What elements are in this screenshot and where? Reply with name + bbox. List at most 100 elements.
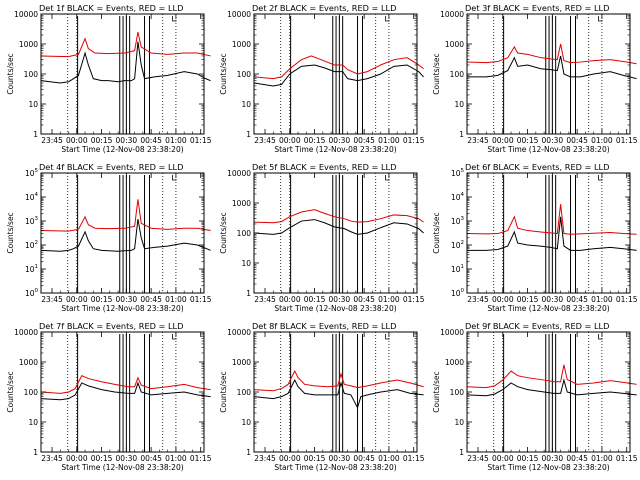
- y-tick-label: 1: [246, 289, 251, 298]
- x-tick-label: 23:45: [41, 454, 63, 463]
- series-events: [466, 55, 637, 80]
- x-tick-label: 00:00: [279, 454, 301, 463]
- x-tick-label: 00:00: [279, 136, 301, 145]
- panel-title: Det 1f BLACK = Events, RED = LLD: [39, 3, 183, 13]
- x-tick-label: 00:30: [542, 295, 564, 304]
- y-tick-label: 100: [451, 288, 465, 298]
- series-events: [253, 378, 424, 410]
- panel-title: Det 4f BLACK = Events, RED = LLD: [39, 162, 183, 172]
- y-axis-label: Counts/sec: [432, 53, 441, 94]
- panel-det-7f: Det 7f BLACK = Events, RED = LLD 1 10 100 10…: [6, 321, 212, 472]
- x-tick-label: 01:15: [190, 295, 212, 304]
- x-tick-label: 00:45: [140, 136, 162, 145]
- plot-frame: [466, 172, 631, 294]
- x-tick-label: 01:15: [616, 454, 638, 463]
- x-tick-label: 00:15: [304, 136, 326, 145]
- y-tick-label: 104: [25, 192, 39, 202]
- panel-title: Det 2f BLACK = Events, RED = LLD: [252, 3, 396, 13]
- y-tick-label: 102: [451, 240, 464, 250]
- plot-frame: [253, 331, 418, 453]
- x-tick-label: 01:15: [403, 295, 425, 304]
- plot-frame: [40, 172, 205, 294]
- y-tick-label: 1000: [19, 40, 38, 49]
- y-tick-label: 100: [25, 288, 39, 298]
- bracket-marker: [385, 334, 390, 340]
- y-tick-label: 10: [28, 100, 38, 109]
- y-tick-label: 100: [450, 388, 465, 397]
- panel-title: Det 9f BLACK = Events, RED = LLD: [465, 321, 609, 331]
- x-tick-label: 00:30: [329, 454, 351, 463]
- x-axis-label: Start Time (12-Nov-08 23:38:20): [274, 463, 396, 472]
- y-tick-label: 10: [454, 418, 464, 427]
- bracket-marker: [385, 175, 390, 181]
- y-tick-label: 10: [28, 418, 38, 427]
- x-tick-label: 01:15: [403, 136, 425, 145]
- x-tick-label: 23:45: [41, 295, 63, 304]
- y-axis-label: Counts/sec: [219, 53, 228, 94]
- x-tick-label: 00:15: [517, 136, 539, 145]
- x-tick-label: 23:45: [467, 295, 489, 304]
- x-tick-label: 00:30: [542, 136, 564, 145]
- x-tick-label: 01:00: [165, 454, 187, 463]
- panel-det-2f: Det 2f BLACK = Events, RED = LLD 1 10 100 10…: [219, 3, 425, 154]
- x-tick-label: 00:45: [353, 136, 375, 145]
- series-events: [253, 64, 424, 87]
- y-axis-label: Counts/sec: [219, 212, 228, 253]
- y-axis-label: Counts/sec: [432, 371, 441, 412]
- x-tick-label: 23:45: [254, 454, 276, 463]
- x-tick-label: 00:45: [566, 454, 588, 463]
- series-lld: [466, 43, 637, 65]
- x-axis-label: Start Time (12-Nov-08 23:38:20): [274, 304, 396, 313]
- x-tick-label: 00:15: [91, 295, 113, 304]
- x-tick-label: 00:15: [517, 295, 539, 304]
- x-tick-label: 00:30: [329, 136, 351, 145]
- x-tick-label: 00:45: [566, 136, 588, 145]
- y-tick-label: 10000: [227, 328, 251, 337]
- plot-frame: [253, 172, 418, 294]
- plot-frame: [253, 13, 418, 135]
- panel-det-3f: Det 3f BLACK = Events, RED = LLD 1 10 100 10…: [432, 3, 638, 154]
- y-tick-label: 1000: [232, 199, 251, 208]
- x-axis-label: Start Time (12-Nov-08 23:38:20): [61, 304, 183, 313]
- panel-title: Det 5f BLACK = Events, RED = LLD: [252, 162, 396, 172]
- y-tick-label: 100: [24, 388, 39, 397]
- y-tick-label: 10000: [440, 328, 464, 337]
- y-tick-label: 10000: [14, 328, 38, 337]
- series-lld: [253, 209, 424, 224]
- series-events: [40, 41, 211, 84]
- x-tick-label: 01:15: [616, 136, 638, 145]
- x-axis-label: Start Time (12-Nov-08 23:38:20): [487, 145, 609, 154]
- y-tick-label: 1: [33, 448, 38, 457]
- series-events: [40, 219, 211, 252]
- x-tick-label: 01:00: [165, 136, 187, 145]
- x-tick-label: 00:45: [353, 454, 375, 463]
- series-lld: [40, 199, 211, 232]
- x-tick-label: 00:45: [353, 295, 375, 304]
- x-tick-label: 01:15: [190, 136, 212, 145]
- x-tick-label: 00:00: [492, 454, 514, 463]
- y-tick-label: 105: [25, 168, 39, 178]
- y-tick-label: 10000: [440, 10, 464, 19]
- panel-det-8f: Det 8f BLACK = Events, RED = LLD 1 10 100 10…: [219, 321, 425, 472]
- x-tick-label: 01:00: [378, 454, 400, 463]
- y-tick-label: 1000: [19, 358, 38, 367]
- y-tick-label: 100: [24, 70, 39, 79]
- panel-det-1f: Det 1f BLACK = Events, RED = LLD 1 10 100 10…: [6, 3, 212, 154]
- x-tick-label: 00:15: [91, 454, 113, 463]
- x-tick-label: 01:00: [591, 136, 613, 145]
- x-axis-label: Start Time (12-Nov-08 23:38:20): [487, 304, 609, 313]
- series-lld: [40, 375, 211, 394]
- y-tick-label: 104: [451, 192, 465, 202]
- bracket-marker: [598, 334, 603, 340]
- panel-det-9f: Det 9f BLACK = Events, RED = LLD 1 10 100 10…: [432, 321, 638, 472]
- x-tick-label: 01:00: [591, 295, 613, 304]
- x-tick-label: 00:00: [66, 454, 88, 463]
- x-tick-label: 01:15: [403, 454, 425, 463]
- y-tick-label: 10: [454, 100, 464, 109]
- x-tick-label: 01:00: [378, 295, 400, 304]
- y-tick-label: 1000: [445, 358, 464, 367]
- y-axis-label: Counts/sec: [6, 371, 15, 412]
- x-tick-label: 00:30: [116, 295, 138, 304]
- panel-title: Det 7f BLACK = Events, RED = LLD: [39, 321, 183, 331]
- y-tick-label: 10000: [227, 169, 251, 178]
